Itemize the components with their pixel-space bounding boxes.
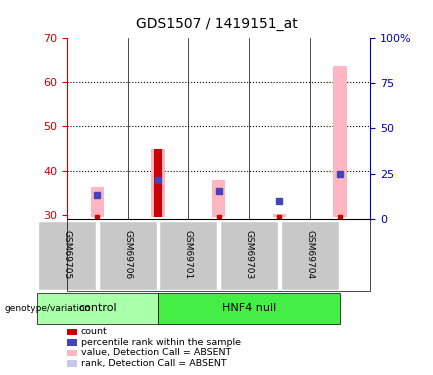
Text: control: control (78, 303, 117, 313)
Text: rank, Detection Call = ABSENT: rank, Detection Call = ABSENT (81, 359, 226, 368)
Text: GSM69701: GSM69701 (184, 230, 193, 280)
Bar (273, 214, 286, 217)
Text: percentile rank within the sample: percentile rank within the sample (81, 338, 241, 347)
Text: GSM69705: GSM69705 (63, 230, 71, 280)
Text: genotype/variation: genotype/variation (4, 304, 90, 313)
Text: HNF4 null: HNF4 null (222, 303, 276, 313)
Bar (155, 149, 162, 217)
Text: GSM69703: GSM69703 (245, 230, 253, 280)
Text: count: count (81, 327, 108, 336)
Text: GSM69706: GSM69706 (123, 230, 132, 280)
Text: GDS1507 / 1419151_at: GDS1507 / 1419151_at (136, 17, 297, 31)
Bar (152, 149, 165, 217)
Bar (91, 188, 104, 217)
Bar (212, 180, 225, 217)
Text: GSM69704: GSM69704 (305, 230, 314, 280)
Bar (333, 66, 346, 217)
Text: value, Detection Call = ABSENT: value, Detection Call = ABSENT (81, 348, 231, 357)
